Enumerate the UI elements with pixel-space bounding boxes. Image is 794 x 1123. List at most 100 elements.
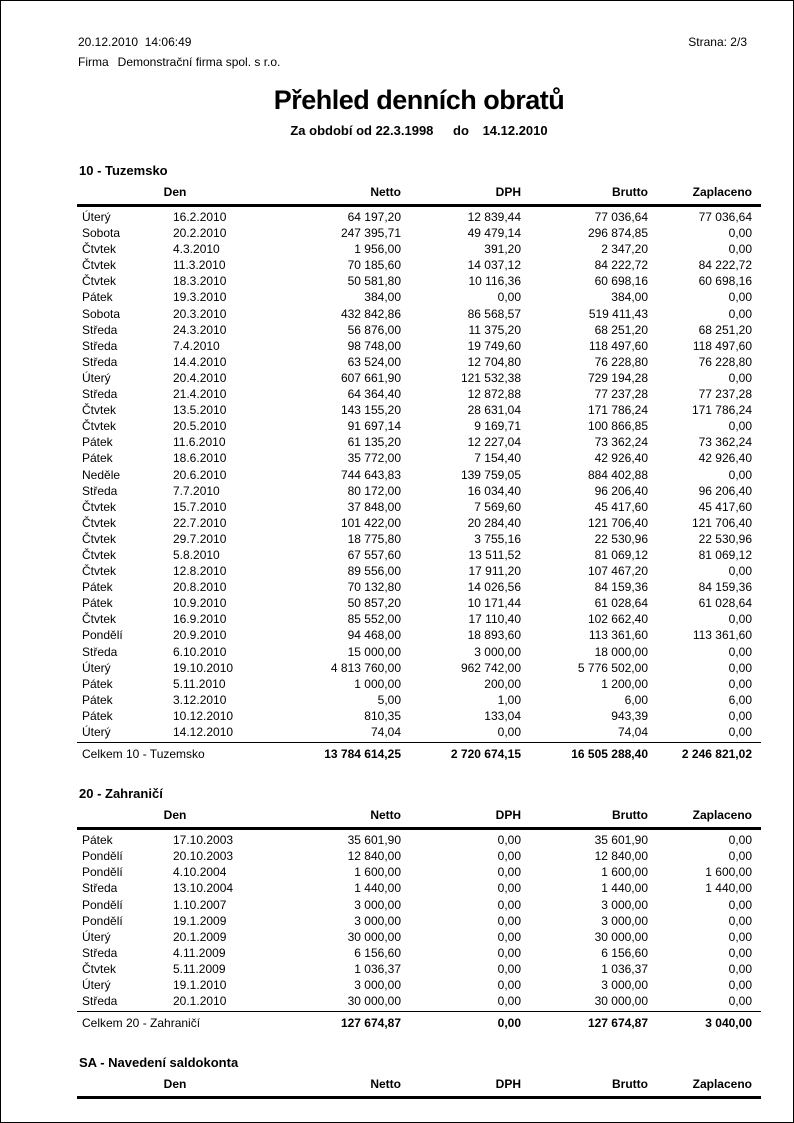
cell-date: 15.7.2010 <box>173 499 227 514</box>
report-datetime: 20.12.2010 14:06:49 <box>78 35 192 49</box>
table-row: Pátek 11.6.2010 61 135,20 12 227,04 73 362,2… <box>77 434 761 450</box>
cell-zaplaceno: 0,00 <box>728 897 752 912</box>
cell-netto: 64 197,20 <box>347 210 401 224</box>
cell-zaplaceno: 0,00 <box>728 676 752 691</box>
cell-brutto: 60 698,16 <box>594 274 648 289</box>
table-total-row: Celkem 10 - Tuzemsko 13 784 614,25 2 720 6… <box>77 742 761 762</box>
cell-brutto: 45 417,60 <box>594 499 648 514</box>
cell-date: 20.2.2010 <box>173 226 227 241</box>
cell-brutto: 171 786,24 <box>587 403 648 418</box>
cell-day: Pátek <box>82 451 113 466</box>
total-zaplaceno: 2 246 821,02 <box>681 747 752 762</box>
table-row: Čtvtek 20.5.2010 91 697,14 9 169,71 100 866,… <box>77 418 761 434</box>
table-rows <box>77 1096 761 1103</box>
cell-day: Pátek <box>82 692 113 707</box>
cell-dph: 391,20 <box>484 242 521 257</box>
column-header-den: Den <box>163 185 187 199</box>
cell-date: 3.12.2010 <box>173 692 227 707</box>
cell-dph: 9 169,71 <box>474 419 521 434</box>
cell-dph: 0,00 <box>497 994 521 1009</box>
cell-day: Pátek <box>82 580 113 595</box>
cell-dph: 14 037,12 <box>467 258 521 273</box>
cell-zaplaceno: 0,00 <box>728 725 752 739</box>
cell-dph: 3 755,16 <box>474 531 521 546</box>
report-title: Přehled denních obratů <box>273 85 565 115</box>
cell-zaplaceno: 121 706,40 <box>691 515 752 530</box>
table-row: Pondělí 1.10.2007 3 000,00 0,00 3 000,00 0,00 <box>77 897 761 913</box>
cell-netto: 70 132,80 <box>347 580 401 595</box>
cell-day: Středa <box>82 338 118 353</box>
cell-day: Pondělí <box>82 897 123 912</box>
cell-date: 7.7.2010 <box>173 483 220 498</box>
cell-dph: 13 511,52 <box>468 547 522 562</box>
cell-brutto: 1 440,00 <box>601 881 648 896</box>
cell-dph: 7 154,40 <box>474 451 521 466</box>
table-total-row: Celkem 20 - Zahraničí 127 674,87 0,00 127 6… <box>77 1011 761 1031</box>
cell-date: 19.1.2010 <box>173 978 227 993</box>
cell-brutto: 6 156,60 <box>601 945 648 960</box>
cell-dph: 0,00 <box>497 929 521 944</box>
cell-zaplaceno: 0,00 <box>728 708 752 723</box>
cell-brutto: 35 601,90 <box>594 833 648 848</box>
cell-zaplaceno: 0,00 <box>728 226 752 241</box>
report-sections: 10 - Tuzemsko Den Netto DPH Brutto Zapla… <box>77 163 761 1103</box>
report-period: Za období od 22.3.1998 do 14.12.2010 <box>77 123 761 139</box>
table-row: Neděle 20.6.2010 744 643,83 139 759,05 884 4… <box>77 467 761 483</box>
cell-brutto: 1 036,37 <box>601 961 648 976</box>
cell-day: Čtvtek <box>82 242 117 257</box>
column-header-dph: DPH <box>495 185 521 199</box>
column-header-brutto: Brutto <box>612 1077 648 1092</box>
table-row: Úterý 19.1.2010 3 000,00 0,00 3 000,00 0,00 <box>77 977 761 993</box>
cell-dph: 0,00 <box>497 865 521 880</box>
table-row: Čtvtek 13.5.2010 143 155,20 28 631,04 171 78… <box>77 402 761 418</box>
cell-date: 11.3.2010 <box>173 258 226 273</box>
cell-date: 18.3.2010 <box>173 274 227 289</box>
table-row: Čtvtek 29.7.2010 18 775,80 3 755,16 22 530,9… <box>77 531 761 547</box>
column-header-dph: DPH <box>495 1077 521 1092</box>
cell-brutto: 107 467,20 <box>587 564 648 579</box>
column-header-brutto: Brutto <box>612 185 648 199</box>
cell-day: Pondělí <box>82 849 123 864</box>
cell-dph: 7 569,60 <box>474 499 521 514</box>
cell-date: 13.5.2010 <box>173 403 227 418</box>
cell-brutto: 77 036,64 <box>594 210 648 224</box>
report-section: 20 - Zahraničí Den Netto DPH Brutto Zapl… <box>77 786 761 1031</box>
total-label: Celkem 10 - Tuzemsko <box>82 747 205 762</box>
cell-netto: 18 775,80 <box>347 531 401 546</box>
cell-zaplaceno: 84 159,36 <box>698 580 752 595</box>
cell-zaplaceno: 76 228,80 <box>698 354 752 369</box>
cell-netto: 85 552,00 <box>347 612 401 627</box>
cell-date: 22.7.2010 <box>173 515 227 530</box>
cell-day: Čtvtek <box>82 564 117 579</box>
cell-dph: 0,00 <box>497 978 521 993</box>
cell-netto: 1 440,00 <box>354 881 401 896</box>
cell-dph: 12 839,44 <box>467 210 521 224</box>
cell-day: Pondělí <box>82 865 123 880</box>
cell-day: Pondělí <box>82 628 123 643</box>
cell-day: Čtvtek <box>82 612 117 627</box>
cell-brutto: 113 361,60 <box>588 628 648 643</box>
cell-day: Sobota <box>82 306 121 321</box>
report-header: 20.12.2010 14:06:49 Strana: 2/3 Firma De… <box>78 34 759 70</box>
cell-day: Středa <box>82 387 118 402</box>
cell-netto: 810,35 <box>364 708 401 723</box>
table-row: Čtvtek 16.9.2010 85 552,00 17 110,40 102 662… <box>77 611 761 627</box>
cell-zaplaceno: 0,00 <box>728 370 752 385</box>
cell-dph: 121 532,38 <box>460 370 521 385</box>
cell-dph: 16 034,40 <box>467 483 521 498</box>
cell-zaplaceno: 60 698,16 <box>698 274 752 289</box>
cell-dph: 17 911,20 <box>468 564 522 579</box>
cell-zaplaceno: 6,00 <box>728 692 752 707</box>
cell-brutto: 76 228,80 <box>594 354 648 369</box>
cell-netto: 1 600,00 <box>354 865 401 880</box>
cell-dph: 49 479,14 <box>467 226 521 241</box>
table-row: Úterý 20.4.2010 607 661,90 121 532,38 729 19… <box>77 370 761 386</box>
cell-dph: 0,00 <box>497 290 521 305</box>
table-header-row: Den Netto DPH Brutto Zaplaceno <box>77 808 761 827</box>
table-row: Pátek 3.12.2010 5,00 1,00 6,00 6,00 <box>77 692 761 708</box>
cell-date: 14.12.2010 <box>173 725 234 739</box>
cell-date: 14.4.2010 <box>173 354 227 369</box>
cell-netto: 15 000,00 <box>347 644 401 659</box>
table-row: Čtvtek 18.3.2010 50 581,80 10 116,36 60 698,… <box>77 273 761 289</box>
